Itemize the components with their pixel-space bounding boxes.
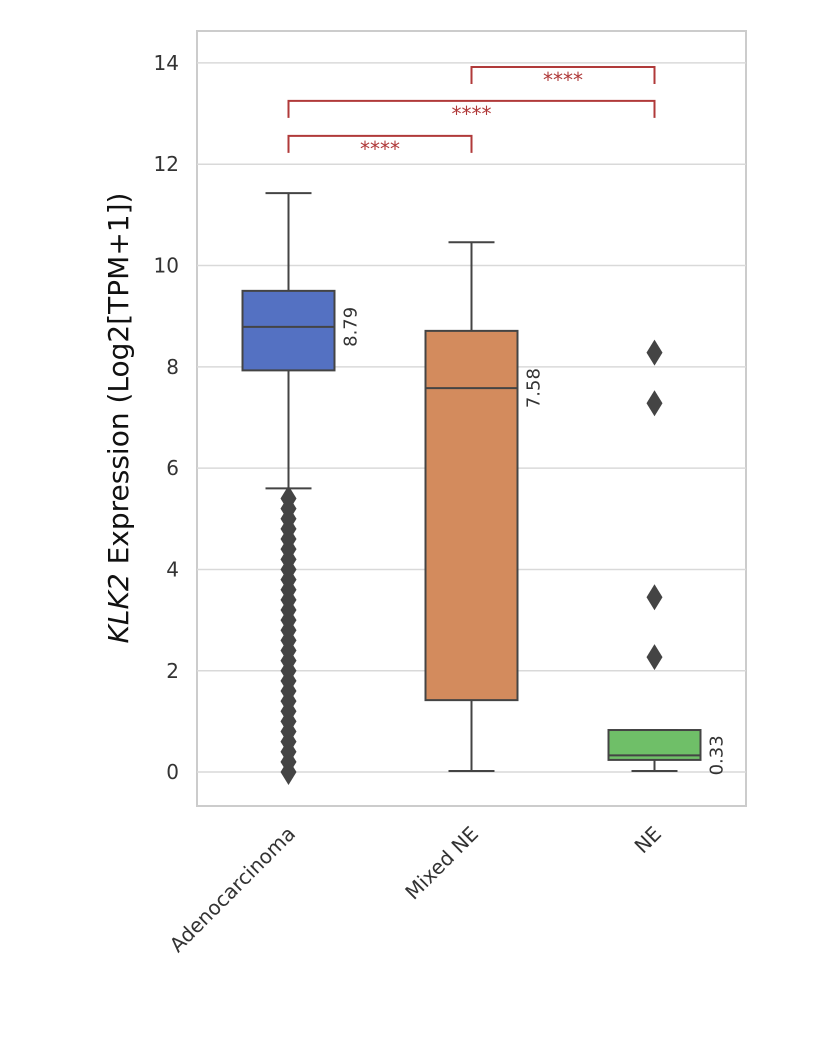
outlier bbox=[646, 584, 663, 611]
y-tick-label: 12 bbox=[154, 152, 179, 176]
significance-label: **** bbox=[452, 102, 492, 126]
median-label: 7.58 bbox=[524, 368, 545, 408]
y-tick-label: 2 bbox=[166, 659, 179, 683]
y-label-rest: Expression (Log2[TPM+1]) bbox=[102, 193, 135, 574]
y-tick-label: 0 bbox=[166, 760, 179, 784]
outlier bbox=[280, 485, 297, 512]
box bbox=[241, 289, 336, 372]
y-tick-label: 10 bbox=[154, 254, 179, 278]
significance-bracket bbox=[287, 99, 656, 118]
y-tick-label: 6 bbox=[166, 456, 179, 480]
y-label-gene: KLK2 bbox=[102, 573, 135, 643]
y-axis-label: KLK2 Expression (Log2[TPM+1]) bbox=[102, 193, 135, 644]
significance-label: **** bbox=[543, 68, 583, 92]
box bbox=[424, 329, 519, 702]
significance-bracket bbox=[287, 134, 473, 153]
y-tick-label: 4 bbox=[166, 557, 179, 581]
significance-bracket bbox=[470, 65, 656, 84]
x-tick-label: Mixed NE bbox=[400, 822, 483, 905]
y-tick-label: 8 bbox=[166, 355, 179, 379]
x-tick-label: Adenocarcinoma bbox=[165, 822, 300, 957]
outlier bbox=[646, 339, 663, 366]
median-label: 8.79 bbox=[341, 307, 362, 347]
median-label: 0.33 bbox=[707, 735, 728, 775]
significance-label: **** bbox=[360, 137, 400, 161]
y-tick-label: 14 bbox=[154, 51, 179, 75]
outlier bbox=[646, 390, 663, 417]
outlier bbox=[646, 644, 663, 671]
x-tick-label: NE bbox=[630, 822, 666, 858]
